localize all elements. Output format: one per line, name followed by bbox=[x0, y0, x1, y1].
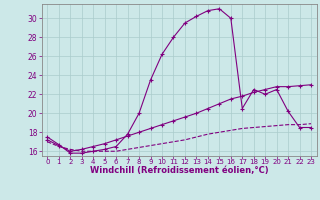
X-axis label: Windchill (Refroidissement éolien,°C): Windchill (Refroidissement éolien,°C) bbox=[90, 166, 268, 175]
